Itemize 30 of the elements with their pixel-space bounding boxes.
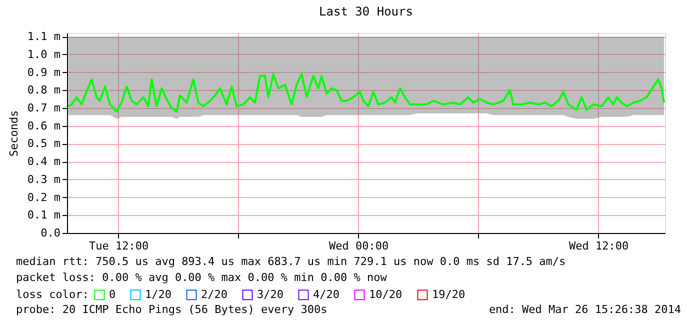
y-tick-label: 0.0 — [40, 226, 60, 240]
legend-label: 2/20 — [201, 288, 228, 301]
y-tick-label: 0.7 m — [27, 102, 61, 114]
x-tick-label: Wed 00:00 — [329, 240, 389, 252]
text: median rtt: 750.5 us avg 893.4 us max 683.7 us min 729.1 us now 0.0 ms sd 17.5 am/s — [16, 255, 566, 268]
y-tick-label: 0.3 m — [27, 172, 61, 186]
chart-title: Last 30 Hours — [319, 4, 413, 19]
legend-label: 0 — [109, 288, 116, 301]
y-tick-label: 0.5 m — [27, 137, 61, 150]
legend-label: 19/20 — [432, 288, 466, 301]
y-tick-label: 0.1 m — [27, 208, 61, 222]
y-tick-label: 0.6 m — [27, 119, 61, 132]
text: probe: 20 ICMP Echo Pings (56 Bytes) every 300s — [16, 303, 328, 316]
legend-label: 4/20 — [313, 288, 340, 301]
y-tick-label: 1.0 m — [27, 48, 61, 61]
text: packet loss: 0.00 % avg 0.00 % max 0.00 % min 0.00 % now — [16, 271, 388, 284]
y-tick-label: 1.1 m — [27, 30, 61, 44]
line-series — [67, 73, 665, 113]
x-tick-label: Wed 12:00 — [569, 240, 629, 252]
y-tick-label: 0.9 m — [27, 66, 61, 79]
y-tick-label: 0.8 m — [27, 84, 61, 97]
x-tick-label: Tue 12:00 — [89, 240, 149, 252]
legend-label: 1/20 — [145, 288, 172, 301]
legend-label: 3/20 — [257, 288, 284, 301]
text: end: Wed Mar 26 15:26:38 2014 — [488, 303, 682, 316]
y-tick-label: 0.2 m — [27, 190, 61, 204]
y-axis-title: Seconds — [7, 110, 20, 157]
legend-label: 10/20 — [369, 288, 402, 301]
legend-title: loss color: — [16, 288, 89, 301]
y-tick-label: 0.4 m — [27, 155, 61, 168]
